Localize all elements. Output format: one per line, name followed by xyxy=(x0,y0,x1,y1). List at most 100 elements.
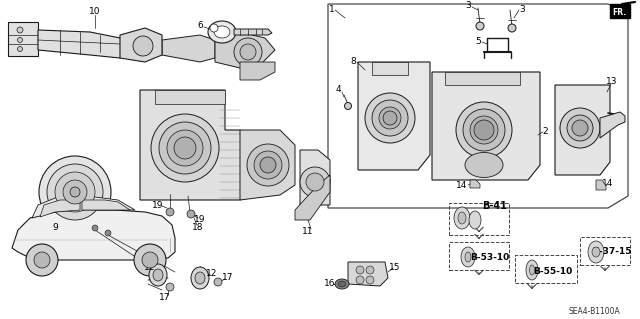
Circle shape xyxy=(166,208,174,216)
Ellipse shape xyxy=(133,36,153,56)
Text: 17: 17 xyxy=(159,293,171,302)
Polygon shape xyxy=(12,210,175,260)
Ellipse shape xyxy=(195,272,205,284)
Circle shape xyxy=(142,252,158,268)
Text: 12: 12 xyxy=(206,270,218,278)
Circle shape xyxy=(383,111,397,125)
Circle shape xyxy=(366,276,374,284)
Polygon shape xyxy=(234,29,272,35)
Ellipse shape xyxy=(567,115,593,141)
Text: 14: 14 xyxy=(456,181,468,189)
Polygon shape xyxy=(295,175,330,220)
Polygon shape xyxy=(445,72,520,85)
Text: 19: 19 xyxy=(195,216,205,225)
Polygon shape xyxy=(610,4,630,18)
Ellipse shape xyxy=(174,137,196,159)
Polygon shape xyxy=(155,90,225,104)
Text: 9: 9 xyxy=(52,224,58,233)
Ellipse shape xyxy=(526,260,538,280)
Ellipse shape xyxy=(454,207,470,229)
Ellipse shape xyxy=(560,108,600,148)
Ellipse shape xyxy=(461,247,475,267)
Circle shape xyxy=(366,266,374,274)
Text: B-41: B-41 xyxy=(483,201,508,211)
Ellipse shape xyxy=(592,247,600,257)
Bar xyxy=(515,255,577,283)
Text: 3: 3 xyxy=(519,5,525,14)
Polygon shape xyxy=(38,30,130,58)
Text: 15: 15 xyxy=(389,263,401,272)
Ellipse shape xyxy=(300,167,330,197)
Text: 13: 13 xyxy=(606,78,618,86)
Circle shape xyxy=(187,210,195,218)
Ellipse shape xyxy=(47,164,103,220)
Ellipse shape xyxy=(469,211,481,229)
Text: SEA4-B1100A: SEA4-B1100A xyxy=(568,308,620,316)
Ellipse shape xyxy=(365,93,415,143)
Ellipse shape xyxy=(470,116,498,144)
Ellipse shape xyxy=(234,38,262,66)
Text: 18: 18 xyxy=(192,224,204,233)
Circle shape xyxy=(476,22,484,30)
Circle shape xyxy=(474,120,494,140)
Circle shape xyxy=(34,252,50,268)
Text: 16: 16 xyxy=(324,279,336,288)
Text: B-37-15: B-37-15 xyxy=(592,248,632,256)
Ellipse shape xyxy=(70,187,80,197)
Polygon shape xyxy=(240,62,275,80)
Text: 6: 6 xyxy=(197,21,203,31)
Text: B-53-10: B-53-10 xyxy=(470,254,509,263)
Ellipse shape xyxy=(159,122,211,174)
Ellipse shape xyxy=(588,241,604,263)
Polygon shape xyxy=(82,200,130,210)
Ellipse shape xyxy=(338,281,346,287)
Polygon shape xyxy=(348,262,388,286)
Circle shape xyxy=(214,278,222,286)
Ellipse shape xyxy=(529,265,534,275)
Polygon shape xyxy=(162,35,215,62)
Ellipse shape xyxy=(240,44,256,60)
Circle shape xyxy=(17,38,22,42)
Circle shape xyxy=(134,244,166,276)
Circle shape xyxy=(356,266,364,274)
Ellipse shape xyxy=(214,26,230,38)
Ellipse shape xyxy=(260,157,276,173)
Circle shape xyxy=(572,120,588,136)
Polygon shape xyxy=(120,28,162,62)
Text: 11: 11 xyxy=(302,227,314,236)
Ellipse shape xyxy=(55,172,95,212)
Text: B-55-10: B-55-10 xyxy=(533,268,573,277)
Polygon shape xyxy=(40,200,80,217)
Ellipse shape xyxy=(254,151,282,179)
Text: 4: 4 xyxy=(335,85,341,94)
Ellipse shape xyxy=(151,114,219,182)
Polygon shape xyxy=(240,130,295,200)
Polygon shape xyxy=(358,62,430,170)
Ellipse shape xyxy=(191,267,209,289)
Circle shape xyxy=(166,283,174,291)
Polygon shape xyxy=(32,197,135,218)
Circle shape xyxy=(26,244,58,276)
Text: 14: 14 xyxy=(602,180,614,189)
Polygon shape xyxy=(600,112,625,138)
Circle shape xyxy=(344,102,351,109)
Text: 17: 17 xyxy=(222,273,234,283)
Polygon shape xyxy=(140,90,265,200)
Ellipse shape xyxy=(39,156,111,228)
Circle shape xyxy=(210,24,218,32)
Polygon shape xyxy=(372,62,408,75)
Ellipse shape xyxy=(465,152,503,177)
Ellipse shape xyxy=(149,264,167,286)
Polygon shape xyxy=(8,22,38,56)
Polygon shape xyxy=(432,72,540,180)
Ellipse shape xyxy=(167,130,203,166)
Text: 1: 1 xyxy=(329,5,335,14)
Polygon shape xyxy=(215,32,275,68)
Ellipse shape xyxy=(335,279,349,289)
Circle shape xyxy=(17,47,22,51)
Circle shape xyxy=(105,230,111,236)
Bar xyxy=(449,242,509,270)
Polygon shape xyxy=(596,180,606,190)
Text: 3: 3 xyxy=(465,1,471,10)
Ellipse shape xyxy=(153,269,163,281)
